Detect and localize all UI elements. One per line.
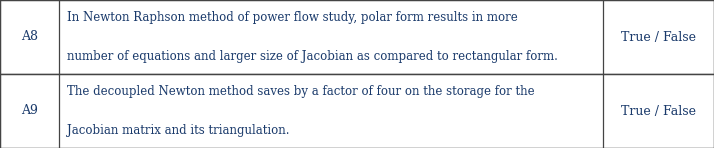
Bar (0, 74, 714, 148)
Text: The decoupled Newton method saves by a factor of four on the storage for the: The decoupled Newton method saves by a f… (67, 85, 535, 98)
Text: True / False: True / False (620, 104, 696, 118)
Bar (0, 0, 714, 74)
Text: True / False: True / False (620, 30, 696, 44)
Text: In Newton Raphson method of power flow study, polar form results in more: In Newton Raphson method of power flow s… (67, 11, 518, 24)
Text: Jacobian matrix and its triangulation.: Jacobian matrix and its triangulation. (67, 124, 290, 137)
Text: A8: A8 (21, 30, 38, 44)
Text: A9: A9 (21, 104, 38, 118)
Text: number of equations and larger size of Jacobian as compared to rectangular form.: number of equations and larger size of J… (67, 50, 558, 63)
